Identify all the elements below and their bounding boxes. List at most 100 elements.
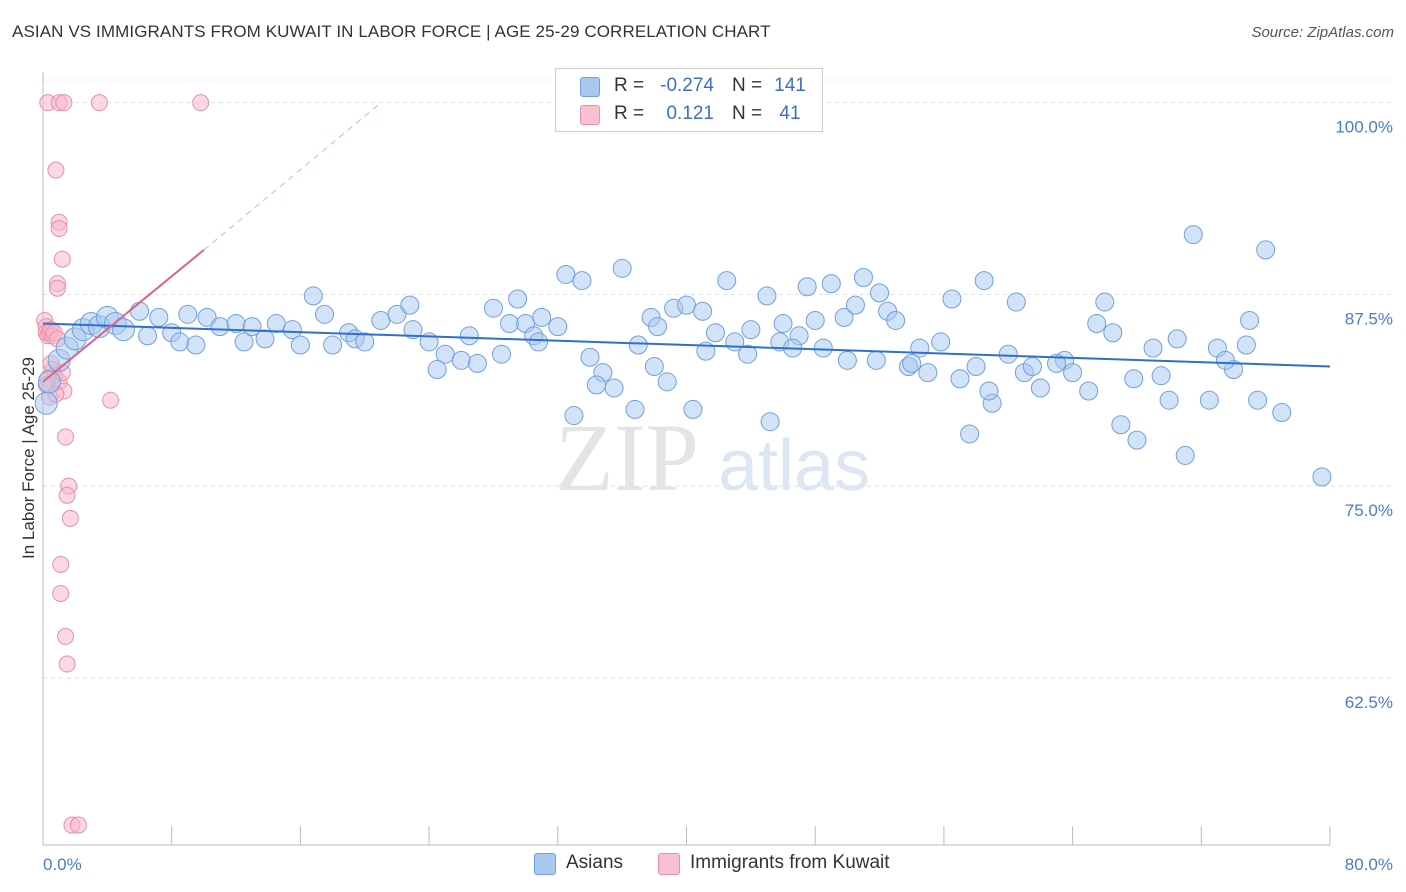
asian-point [303, 286, 323, 306]
asian-point [1199, 390, 1219, 410]
legend-n-label: N = [732, 75, 763, 96]
gridlines [43, 79, 1393, 679]
asian-point [853, 268, 873, 288]
correlation-legend: R = -0.274 N = 141 R = 0.121 N = 41 [555, 68, 823, 132]
asian-point [648, 317, 668, 337]
trend-lines [42, 102, 1331, 383]
asian-point [1095, 292, 1115, 312]
asian-point [1272, 402, 1292, 422]
asian-point [966, 356, 986, 376]
asian-point [403, 320, 423, 340]
asian-point [500, 314, 520, 334]
asian-point [773, 314, 793, 334]
asian-point [998, 344, 1018, 364]
asian-point [37, 370, 61, 394]
kuwait-point [102, 391, 120, 409]
watermark-atlas: atlas [718, 426, 870, 506]
asian-point [1079, 381, 1099, 401]
asian-point [572, 271, 592, 291]
asian-point [400, 295, 420, 315]
legend-n-value: 41 [779, 103, 801, 124]
asian-point [1236, 335, 1256, 355]
asian-point [1063, 363, 1083, 383]
asian-point [1006, 292, 1026, 312]
series-legend: Asians Immigrants from Kuwait [0, 852, 1406, 878]
asian-point [564, 406, 584, 426]
asian-point [741, 320, 761, 340]
asian-point [467, 353, 487, 373]
legend-swatch-asians [534, 853, 556, 875]
asian-point [870, 283, 890, 303]
kuwait-point [192, 94, 210, 112]
asian-point [580, 347, 600, 367]
asian-point [931, 332, 951, 352]
asian-point [942, 289, 962, 309]
asian-point [1127, 430, 1147, 450]
y-tick-label: 100.0% [1335, 118, 1393, 137]
asian-point [1183, 225, 1203, 245]
watermark: ZIP atlas [555, 404, 870, 511]
asian-point [1124, 369, 1144, 389]
asian-point [1103, 323, 1123, 343]
asian-point [290, 335, 310, 355]
asian-point [738, 344, 758, 364]
asian-point [1248, 390, 1268, 410]
legend-row-kuwait: R = 0.121 N = 41 [556, 101, 822, 129]
legend-label-asians: Asians [566, 852, 624, 873]
source-label: Source: ZipAtlas.com [1251, 24, 1394, 41]
asian-point [974, 271, 994, 291]
asian-point [625, 399, 645, 419]
kuwait-point [57, 627, 75, 645]
asian-point [186, 335, 206, 355]
legend-row-asians: R = -0.274 N = 141 [556, 73, 822, 101]
kuwait-point [52, 584, 70, 602]
asian-point [1256, 240, 1276, 260]
asian-point [483, 298, 503, 318]
kuwait-point [57, 428, 75, 446]
legend-n-label: N = [732, 103, 763, 124]
asian-point [628, 335, 648, 355]
asian-point [797, 277, 817, 297]
asian-point [757, 286, 777, 306]
asian-point [1167, 329, 1187, 349]
asian-point [604, 378, 624, 398]
asian-point [427, 360, 447, 380]
asian-point [266, 314, 286, 334]
asian-point [210, 317, 230, 337]
asian-point [1159, 390, 1179, 410]
asian-point [1022, 356, 1042, 376]
asian-point [1111, 415, 1131, 435]
asian-point [387, 304, 407, 324]
series-kuwait-points [36, 94, 210, 834]
asian-point [178, 304, 198, 324]
asian-point [315, 304, 335, 324]
asian-point [491, 344, 511, 364]
legend-r-label: R = [614, 103, 645, 124]
asian-point [760, 412, 780, 432]
asian-point [586, 375, 606, 395]
kuwait-point [58, 486, 76, 504]
kuwait-point [50, 219, 68, 237]
asian-point [979, 381, 999, 401]
kuwait-point [48, 279, 66, 297]
legend-r-value: -0.274 [660, 75, 714, 96]
series-asians-points [34, 225, 1332, 487]
asian-point [1047, 353, 1067, 373]
legend-swatch-kuwait [580, 105, 600, 125]
asian-point [834, 307, 854, 327]
y-tick-label: 87.5% [1345, 309, 1393, 328]
legend-label-kuwait: Immigrants from Kuwait [690, 852, 890, 873]
asian-point [821, 274, 841, 294]
asian-point [705, 323, 725, 343]
asian-point [657, 372, 677, 392]
asian-point [902, 353, 922, 373]
asian-point [138, 326, 158, 346]
asian-point [677, 295, 696, 315]
kuwait-point [61, 509, 79, 527]
legend-r-label: R = [614, 75, 645, 96]
kuwait-point [90, 94, 108, 112]
asian-point [111, 318, 135, 342]
chart-title: ASIAN VS IMMIGRANTS FROM KUWAIT IN LABOR… [12, 22, 771, 41]
asian-point [548, 317, 568, 337]
asian-point [508, 289, 528, 309]
